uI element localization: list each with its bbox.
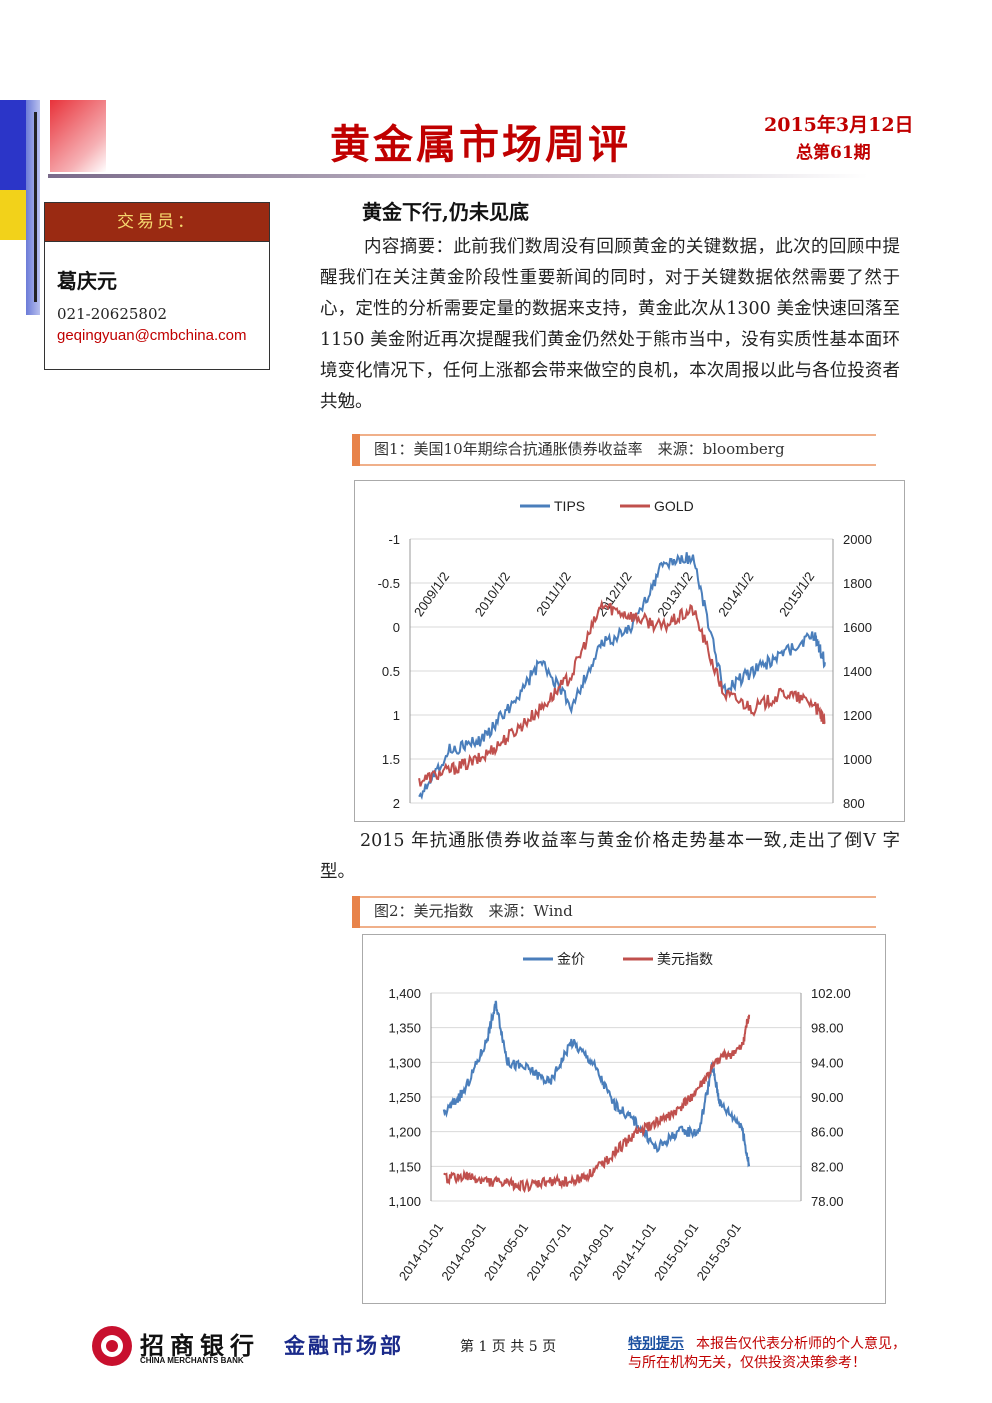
left-tick-label: 1,250 <box>388 1090 421 1105</box>
right-tick-label: 90.00 <box>811 1090 844 1105</box>
figure2-caption: 图2：美元指数 来源：Wind <box>374 902 573 920</box>
bank-logo <box>92 1326 132 1366</box>
header-divider <box>48 174 868 178</box>
trader-email[interactable]: geqingyuan@cmbchina.com <box>57 327 247 344</box>
article-abstract: 内容摘要：此前我们数周没有回顾黄金的关键数据，此次的回顾中提醒我们在关注黄金阶段… <box>320 237 900 412</box>
right-tick-label: 1200 <box>843 708 872 723</box>
left-tick-label: 1,200 <box>388 1125 421 1140</box>
figure2-caption-bar: 图2：美元指数 来源：Wind <box>352 896 876 928</box>
left-tick-label: 0.5 <box>382 664 400 679</box>
issue-number: 总第61期 <box>796 143 871 163</box>
notice-text-2: 与所在机构无关，仅供投资决策参考！ <box>628 1354 866 1370</box>
right-tick-label: 86.00 <box>811 1125 844 1140</box>
legend-label: 美元指数 <box>657 951 713 967</box>
department-name: 金融市场部 <box>284 1333 404 1358</box>
trader-label: 交易员： <box>45 203 269 242</box>
series-line-0 <box>442 1000 751 1168</box>
chart2-svg: 1,400 102.00 1,350 98.00 1,300 94.00 1,250 90.0… <box>388 951 851 1283</box>
right-tick-label: 98.00 <box>811 1021 844 1036</box>
left-tick-label: 1,150 <box>388 1159 421 1174</box>
right-tick-label: 78.00 <box>811 1194 844 1209</box>
chart1-svg: -1 2000 -0.5 1800 0 1600 0.5 1400 1 1200 1.5 1000 2 8… <box>378 498 872 811</box>
notice-label[interactable]: 特别提示 <box>628 1335 684 1351</box>
x-tick-label: 2014/1/2 <box>715 569 756 619</box>
report-title: 黄金属市场周评 <box>330 121 631 168</box>
right-tick-label: 102.00 <box>811 986 851 1001</box>
x-tick-label: 2015-03-01 <box>693 1220 743 1283</box>
bank-name-en: CHINA MERCHANTS BANK <box>140 1356 244 1365</box>
left-tick-label: 1,350 <box>388 1021 421 1036</box>
article-paragraph-2: 2015 年抗通胀债券收益率与黄金价格走势基本一致,走出了倒V 字型。 <box>320 831 900 882</box>
x-tick-label: 2011/1/2 <box>533 569 574 618</box>
left-tick-label: -0.5 <box>378 576 400 591</box>
right-tick-label: 2000 <box>843 532 872 547</box>
right-tick-label: 82.00 <box>811 1159 844 1174</box>
page-number: 第 1 页 共 5 页 <box>460 1339 557 1355</box>
left-tick-label: 1.5 <box>382 752 400 767</box>
chart2-frame: 1,400 102.00 1,350 98.00 1,300 94.00 1,250 90.0… <box>362 934 886 1304</box>
trader-phone: 021-20625802 <box>57 305 168 323</box>
legend-label: TIPS <box>554 498 585 514</box>
x-tick-label: 2009/1/2 <box>411 569 452 619</box>
series-line-1 <box>418 599 826 787</box>
notice-text: 本报告仅代表分析师的个人意见， <box>696 1335 906 1351</box>
trader-card: 交易员： 葛庆元 021-20625802 geqingyuan@cmbchin… <box>44 202 270 370</box>
chart1-frame: -1 2000 -0.5 1800 0 1600 0.5 1400 1 1200 1.5 1000 2 8… <box>354 480 905 822</box>
right-tick-label: 800 <box>843 796 865 811</box>
bank-name: 招商银行 <box>140 1331 260 1360</box>
left-tick-label: 1,400 <box>388 986 421 1001</box>
report-date: 2015年3月12日 <box>764 114 914 136</box>
series-line-1 <box>443 1014 751 1194</box>
legend-label: 金价 <box>557 951 585 967</box>
article-headline: 黄金下行,仍未见底 <box>362 200 529 224</box>
left-tick-label: 2 <box>393 796 400 811</box>
left-tick-label: 1 <box>393 708 400 723</box>
trader-name: 葛庆元 <box>57 269 117 293</box>
right-tick-label: 1600 <box>843 620 872 635</box>
left-tick-label: 1,300 <box>388 1055 421 1070</box>
figure1-caption: 图1：美国10年期综合抗通胀债券收益率 来源：bloomberg <box>374 440 785 458</box>
legend-label: GOLD <box>654 498 694 514</box>
right-tick-label: 1800 <box>843 576 872 591</box>
left-tick-label: 0 <box>393 620 400 635</box>
right-tick-label: 1000 <box>843 752 872 767</box>
series-line-0 <box>418 552 826 800</box>
right-tick-label: 94.00 <box>811 1055 844 1070</box>
x-tick-label: 2010/1/2 <box>472 569 513 619</box>
left-tick-label: -1 <box>388 532 400 547</box>
x-tick-label: 2015/1/2 <box>776 569 817 619</box>
x-tick-label: 2012/1/2 <box>593 569 634 619</box>
figure1-caption-bar: 图1：美国10年期综合抗通胀债券收益率 来源：bloomberg <box>352 434 876 466</box>
left-tick-label: 1,100 <box>388 1194 421 1209</box>
right-tick-label: 1400 <box>843 664 872 679</box>
